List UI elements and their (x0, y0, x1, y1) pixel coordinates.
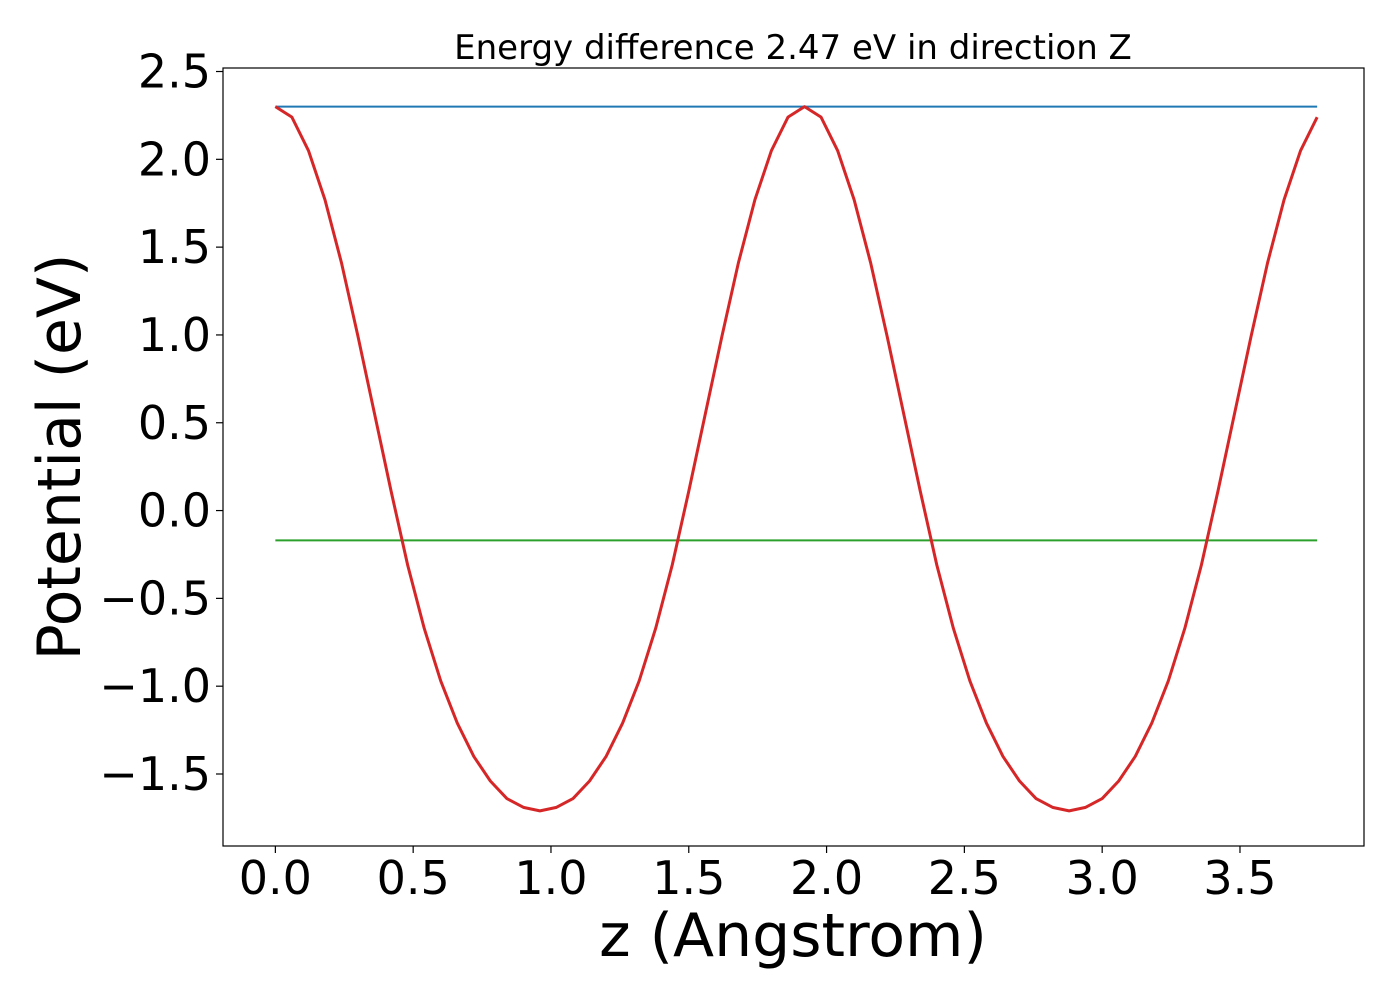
x-tick-label: 0.0 (239, 851, 312, 905)
y-axis-label: Potential (eV) (25, 254, 95, 661)
y-tick-label: 0.5 (138, 396, 211, 450)
x-tick-label: 2.5 (928, 851, 1001, 905)
y-axis-ticks: −1.5 −1.0 −0.5 0.0 0.5 1.0 1.5 2.0 2.5 (99, 45, 223, 801)
y-tick-label: 1.0 (138, 308, 211, 362)
y-tick-label: 2.5 (138, 45, 211, 99)
y-tick-label: 1.5 (138, 220, 211, 274)
x-tick-label: 1.5 (652, 851, 725, 905)
y-tick-label: 2.0 (138, 132, 211, 186)
potential-curve (274, 105, 1319, 813)
x-tick-label: 0.5 (377, 851, 450, 905)
y-tick-label: 0.0 (138, 484, 211, 538)
y-tick-label: −1.0 (99, 659, 211, 713)
y-tick-label: −0.5 (99, 571, 211, 625)
x-axis-ticks: 0.0 0.5 1.0 1.5 2.0 2.5 3.0 3.5 (239, 846, 1277, 905)
plot-area-frame (222, 67, 1365, 847)
x-tick-label: 1.0 (514, 851, 587, 905)
x-tick-label: 3.0 (1066, 851, 1139, 905)
x-axis-label: z (Angstrom) (599, 901, 987, 971)
x-tick-label: 2.0 (790, 851, 863, 905)
x-tick-label: 3.5 (1203, 851, 1276, 905)
series-layer (274, 105, 1319, 813)
y-tick-label: −1.5 (99, 747, 211, 801)
chart-title: Energy difference 2.47 eV in direction Z (454, 28, 1132, 68)
